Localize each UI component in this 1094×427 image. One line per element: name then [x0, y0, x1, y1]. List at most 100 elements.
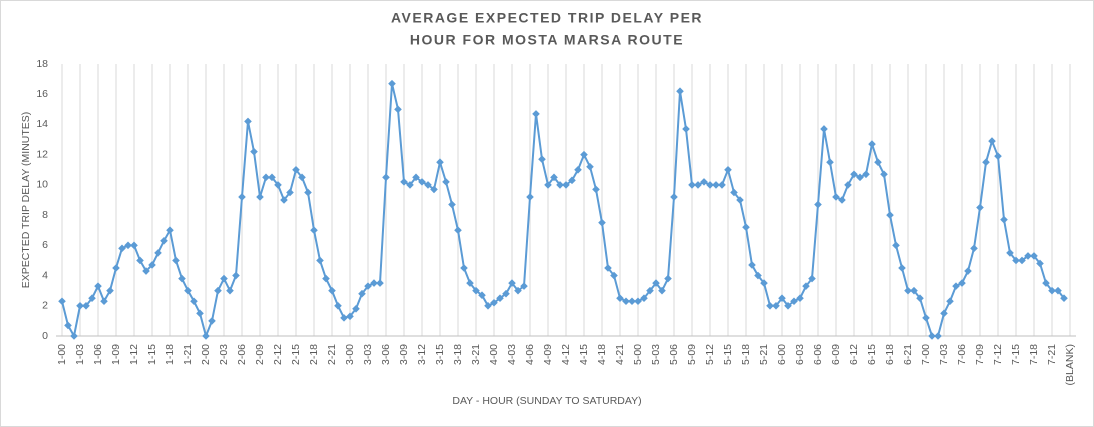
data-point [286, 188, 294, 197]
data-point [556, 181, 564, 189]
x-tick-label: 2-18 [308, 344, 320, 365]
data-point [160, 237, 168, 245]
data-point [916, 294, 924, 303]
data-point [670, 193, 678, 201]
data-point [196, 309, 204, 318]
data-point [310, 226, 318, 235]
x-tick-label: 1-18 [164, 344, 176, 365]
data-point [226, 286, 234, 295]
x-tick-label: 1-06 [92, 344, 104, 365]
data-point [946, 297, 954, 306]
data-point [1048, 286, 1056, 295]
data-point [898, 264, 906, 272]
x-tick-label: 4-03 [506, 344, 518, 365]
data-point [844, 181, 852, 189]
x-tick-label: 7-00 [920, 344, 932, 365]
data-point [550, 173, 558, 182]
data-point [1042, 279, 1050, 287]
data-point [658, 286, 666, 295]
y-tick-label: 14 [36, 118, 48, 130]
data-point [562, 181, 570, 189]
data-point [280, 196, 288, 204]
data-point [70, 332, 78, 340]
data-point [142, 267, 150, 275]
data-point [808, 274, 816, 283]
x-tick-label: 6-21 [902, 344, 914, 365]
data-point [796, 294, 804, 303]
data-point [358, 289, 366, 298]
x-tick-label: 1-00 [56, 344, 68, 365]
data-point [802, 282, 810, 290]
data-point [952, 282, 960, 290]
data-point [112, 264, 120, 272]
data-point [1012, 256, 1020, 265]
x-tick-label: 2-21 [326, 344, 338, 365]
data-point [742, 223, 750, 231]
data-point [220, 274, 228, 283]
data-point [448, 200, 456, 209]
data-point [604, 264, 612, 272]
x-tick-label: 3-09 [398, 344, 410, 365]
data-point [856, 173, 864, 182]
x-tick-label: 4-00 [488, 344, 500, 365]
x-tick-label: 3-06 [380, 344, 392, 365]
data-point [712, 181, 720, 189]
data-point [64, 321, 72, 330]
x-tick-label: 6-18 [884, 344, 896, 365]
data-point [502, 289, 510, 298]
data-point [100, 297, 108, 306]
x-tick-label: 4-09 [542, 344, 554, 365]
data-point [490, 298, 498, 307]
data-point [1054, 286, 1062, 295]
data-point [694, 181, 702, 189]
data-point [904, 286, 912, 295]
data-point [640, 294, 648, 303]
y-tick-label: 16 [36, 88, 48, 100]
data-point [400, 178, 408, 186]
y-tick-label: 8 [42, 209, 48, 221]
data-point [718, 181, 726, 189]
data-point [1000, 215, 1008, 224]
x-tick-label: 5-21 [758, 344, 770, 365]
x-tick-label: 5-06 [668, 344, 680, 365]
data-point [880, 170, 888, 179]
x-tick-label: 2-15 [290, 344, 302, 365]
data-point [508, 279, 516, 287]
data-point [322, 274, 330, 283]
x-tick-label: 2-12 [272, 344, 284, 365]
data-point [1036, 259, 1044, 268]
data-point [766, 301, 774, 310]
x-tick-label: 7-06 [956, 344, 968, 365]
data-point [970, 244, 978, 253]
x-tick-label: 4-12 [560, 344, 572, 365]
data-point [334, 301, 342, 310]
data-point [892, 241, 900, 250]
data-point [172, 256, 180, 265]
data-point [748, 261, 756, 269]
data-point [202, 332, 210, 340]
data-point [58, 297, 66, 306]
data-point [244, 117, 252, 126]
data-point [886, 211, 894, 219]
x-tick-label: 5-15 [722, 344, 734, 365]
x-tick-label: 6-06 [812, 344, 824, 365]
data-point [184, 286, 192, 295]
data-point [106, 286, 114, 295]
data-point [166, 226, 174, 235]
data-point [442, 178, 450, 186]
data-point [88, 294, 96, 303]
data-point [940, 309, 948, 318]
data-point [730, 188, 738, 197]
data-point [406, 181, 414, 189]
data-point [82, 301, 90, 310]
data-point [958, 279, 966, 287]
data-point [598, 218, 606, 227]
x-tick-label: 4-21 [614, 344, 626, 365]
data-point [340, 314, 348, 322]
data-point [346, 312, 354, 321]
data-point [646, 286, 654, 295]
x-tick-label: 6-15 [866, 344, 878, 365]
data-point [754, 271, 762, 280]
data-point [418, 178, 426, 186]
